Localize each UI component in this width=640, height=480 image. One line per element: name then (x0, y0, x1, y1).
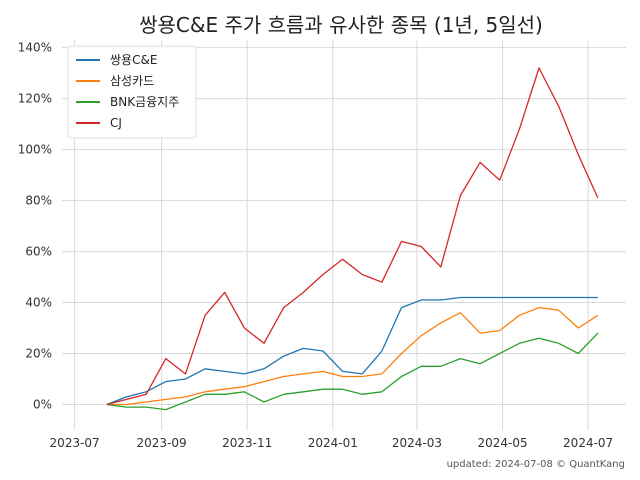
y-tick-label: 0% (33, 398, 52, 412)
x-tick-label: 2023-07 (50, 436, 100, 450)
y-tick-label: 100% (18, 143, 52, 157)
legend-label: BNK금융지주 (110, 95, 179, 109)
x-tick-label: 2024-03 (392, 436, 442, 450)
y-tick-label: 80% (25, 194, 52, 208)
legend-label: CJ (110, 116, 122, 130)
x-tick-label: 2024-05 (477, 436, 527, 450)
series-line (106, 67, 599, 406)
series-layer (106, 67, 599, 411)
legend-box (67, 45, 197, 139)
y-tick-label: 120% (18, 92, 52, 106)
x-tick-label: 2023-09 (137, 436, 187, 450)
footer-updated: updated: 2024-07-08 © QuantKang (447, 459, 625, 470)
x-tick-label: 2024-01 (308, 436, 358, 450)
y-tick-label: 20% (25, 347, 52, 361)
chart-title: 쌍용C&E 주가 흐름과 유사한 종목 (1년, 5일선) (139, 13, 543, 37)
legend-label: 쌍용C&E (110, 53, 157, 67)
x-tick-label: 2023-11 (222, 436, 272, 450)
series-line (106, 332, 599, 411)
series-line (106, 296, 598, 406)
x-tick-label: 2024-07 (563, 436, 613, 450)
axes: 0% 20% 40% 60% 80% 100% 120% 140% 2023-07 2023-09… (18, 41, 614, 450)
legend-label: 삼성카드 (110, 74, 154, 88)
series-line (106, 306, 599, 406)
legend: 쌍용C&E 삼성카드 BNK금융지주 CJ (67, 45, 197, 139)
y-tick-label: 60% (25, 245, 52, 259)
y-tick-label: 140% (18, 41, 52, 55)
grid (62, 40, 626, 430)
y-tick-label: 40% (25, 296, 52, 310)
